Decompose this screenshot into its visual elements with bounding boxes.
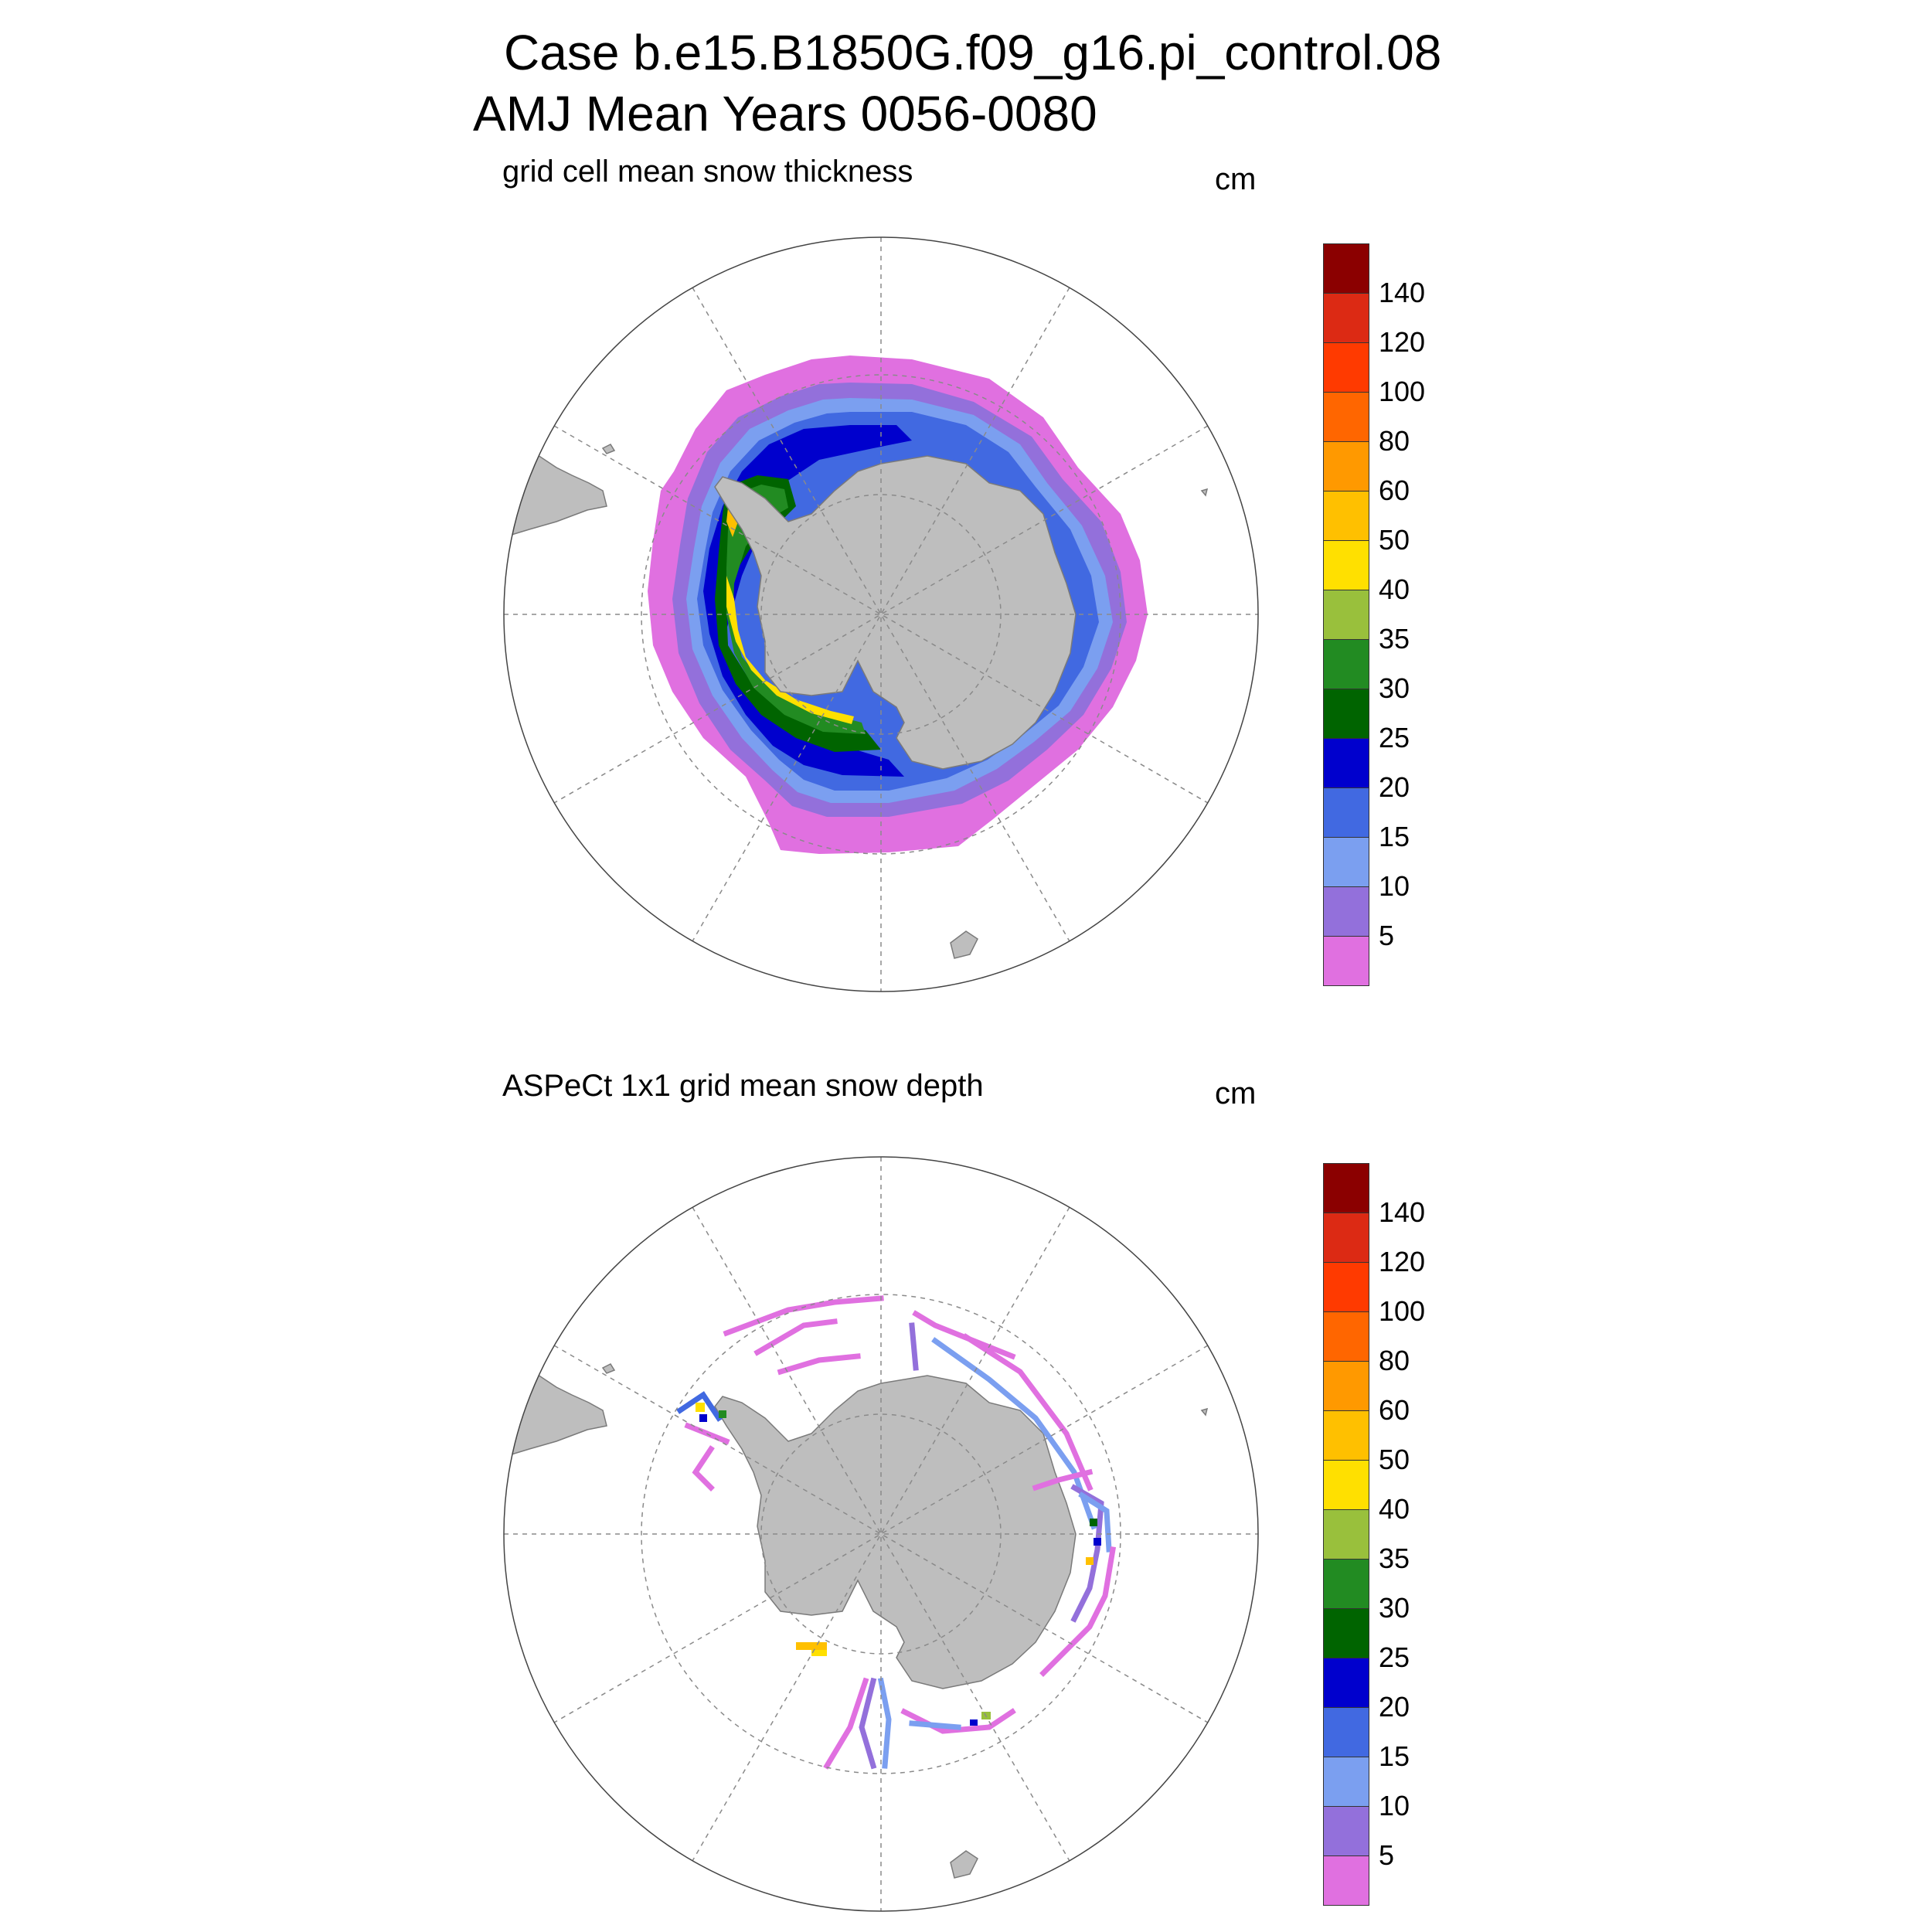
colorbar-tick-label: 40 (1379, 1493, 1410, 1525)
africa-edge-land (950, 1850, 978, 1879)
colorbar-swatch (1323, 1460, 1369, 1510)
figure-title-case: Case b.e15.B1850G.f09_g16.pi_control.08 (504, 25, 1442, 80)
colorbar-swatch (1323, 936, 1369, 986)
colorbar-swatch (1323, 1855, 1369, 1906)
colorbar-swatch (1323, 491, 1369, 541)
colorbar-tick-label: 25 (1379, 1641, 1410, 1673)
colorbar-tick-label: 80 (1379, 425, 1410, 457)
colorbar-tick-label: 30 (1379, 672, 1410, 704)
figure-title-period: AMJ Mean Years 0056-0080 (473, 86, 1097, 141)
colorbar-tick-label: 100 (1379, 376, 1426, 407)
colorbar-tick-label: 20 (1379, 1691, 1410, 1723)
colorbar-tick-label: 80 (1379, 1345, 1410, 1376)
colorbar-swatch (1323, 1361, 1369, 1411)
colorbar-swatch (1323, 1559, 1369, 1609)
panel-2-colorbar: 140 120 100 80 60 50 40 35 30 25 20 15 10 5 (1323, 1163, 1425, 1906)
panel-1-map (503, 236, 1259, 992)
colorbar-tick-label: 140 (1379, 277, 1426, 308)
colorbar-tick-label: 10 (1379, 870, 1410, 902)
colorbar-swatch (1323, 243, 1369, 294)
panel-1-title: grid cell mean snow thickness (502, 155, 913, 189)
colorbar-tick-label: 35 (1379, 623, 1410, 655)
colorbar-tick-label: 40 (1379, 573, 1410, 605)
colorbar-swatch (1323, 342, 1369, 393)
colorbar-swatch (1323, 1608, 1369, 1658)
colorbar-swatch (1323, 1757, 1369, 1807)
colorbar-swatch (1323, 787, 1369, 838)
panel-1-colorbar: 140 120 100 80 60 50 40 35 30 25 20 15 10 5 (1323, 243, 1425, 986)
colorbar-tick-label: 30 (1379, 1592, 1410, 1624)
colorbar-tick-label: 60 (1379, 1394, 1410, 1426)
colorbar-tick-label: 120 (1379, 326, 1426, 358)
island-east (1200, 488, 1209, 497)
colorbar-swatch (1323, 1410, 1369, 1461)
colorbar-tick-label: 140 (1379, 1196, 1426, 1228)
colorbar-swatch (1323, 1509, 1369, 1560)
panel-1-units: cm (1215, 162, 1257, 196)
colorbar-swatch (1323, 293, 1369, 343)
colorbar-swatch (1323, 639, 1369, 689)
colorbar-swatch (1323, 837, 1369, 887)
colorbar-tick-label: 25 (1379, 722, 1410, 753)
island-small (601, 1363, 616, 1374)
colorbar-tick-label: 10 (1379, 1790, 1410, 1821)
colorbar-tick-label: 100 (1379, 1295, 1426, 1327)
colorbar-swatch (1323, 886, 1369, 937)
colorbar-tick-label: 120 (1379, 1246, 1426, 1277)
colorbar-swatch (1323, 689, 1369, 739)
island-east (1200, 1407, 1209, 1417)
colorbar-swatch (1323, 540, 1369, 590)
panel-2-units: cm (1215, 1077, 1257, 1111)
island-small (601, 444, 616, 454)
colorbar-tick-label: 50 (1379, 1444, 1410, 1475)
antarctica-landmass (714, 1375, 1077, 1689)
colorbar-swatch (1323, 1311, 1369, 1362)
south-america-land (504, 1371, 607, 1458)
colorbar-tick-label: 5 (1379, 1839, 1395, 1871)
colorbar-swatch (1323, 441, 1369, 492)
colorbar-swatch (1323, 1806, 1369, 1856)
colorbar-swatch (1323, 1262, 1369, 1312)
observation-tracks (676, 1295, 1117, 1770)
south-america-land (504, 451, 607, 539)
snow-band-50 (726, 508, 738, 537)
africa-edge-land (950, 930, 978, 959)
colorbar-swatch (1323, 1707, 1369, 1757)
colorbar-swatch (1323, 1163, 1369, 1213)
colorbar-swatch (1323, 738, 1369, 788)
panel-2-map (503, 1156, 1259, 1912)
panel-2-title: ASPeCt 1x1 grid mean snow depth (502, 1069, 984, 1103)
colorbar-swatch (1323, 1213, 1369, 1263)
colorbar-tick-label: 60 (1379, 474, 1410, 506)
colorbar-swatch (1323, 590, 1369, 640)
colorbar-tick-label: 5 (1379, 920, 1395, 951)
colorbar-swatch (1323, 392, 1369, 442)
colorbar-tick-label: 35 (1379, 1543, 1410, 1574)
colorbar-tick-label: 15 (1379, 821, 1410, 852)
colorbar-swatch (1323, 1658, 1369, 1708)
colorbar-tick-label: 20 (1379, 771, 1410, 803)
colorbar-tick-label: 50 (1379, 524, 1410, 556)
antarctica-landmass (714, 455, 1077, 770)
colorbar-tick-label: 15 (1379, 1740, 1410, 1772)
